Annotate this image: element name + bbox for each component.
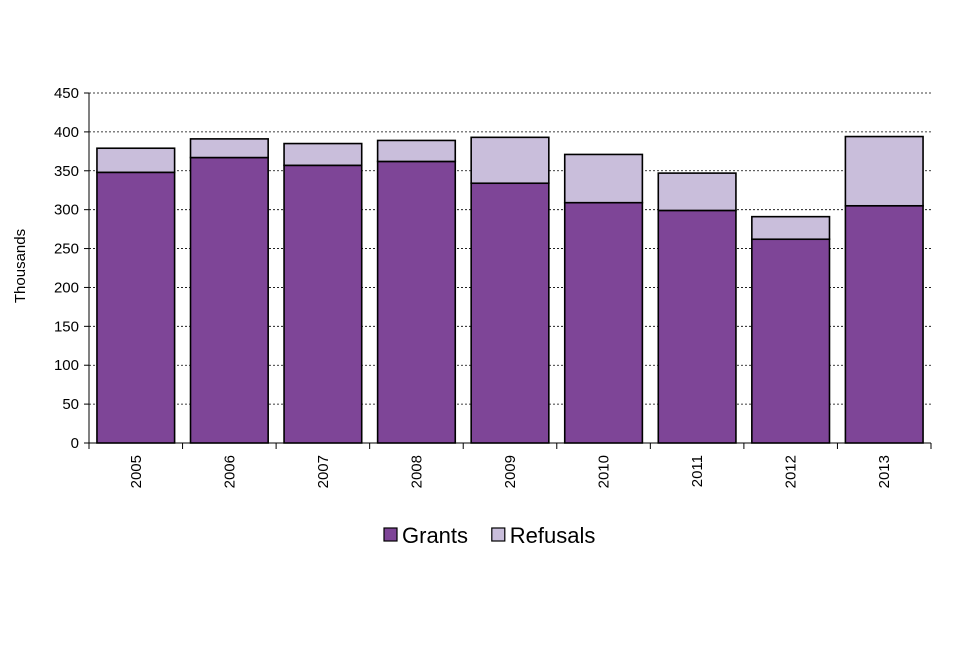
- legend-label-grants: Grants: [402, 523, 468, 548]
- x-tick-label: 2012: [783, 455, 800, 488]
- y-tick-label: 250: [54, 241, 79, 258]
- y-axis-title: Thousands: [12, 229, 29, 303]
- bar-grants: [470, 182, 550, 444]
- bar-grants: [283, 164, 363, 444]
- bar-grants: [96, 171, 176, 444]
- y-tick-label: 50: [62, 396, 79, 413]
- bar-refusals: [189, 138, 269, 159]
- bar-grants: [563, 201, 644, 444]
- x-tick-label: 2008: [408, 455, 425, 488]
- y-tick-label: 150: [54, 318, 79, 335]
- x-tick-label: 2009: [502, 455, 519, 488]
- x-tick-label: 2006: [221, 455, 238, 488]
- x-tick-label: 2011: [689, 455, 706, 487]
- y-tick-label: 200: [54, 279, 79, 296]
- y-tick-label: 300: [54, 202, 79, 219]
- bar-refusals: [376, 139, 457, 163]
- bar-refusals: [657, 172, 737, 212]
- bar-refusals: [470, 136, 550, 185]
- legend-swatch-refusals: [491, 527, 506, 542]
- bar-refusals: [563, 153, 644, 204]
- y-tick-label: 350: [54, 163, 79, 180]
- bar-grants: [189, 156, 269, 444]
- y-tick-label: 0: [71, 435, 79, 452]
- bar-grants: [657, 209, 737, 444]
- legend-swatch-grants: [383, 527, 398, 542]
- bar-refusals: [96, 147, 176, 174]
- y-tick-label: 450: [54, 85, 79, 102]
- legend: Grants Refusals: [383, 523, 596, 548]
- x-tick-label: 2010: [596, 455, 613, 488]
- y-tick-label: 100: [54, 357, 79, 374]
- x-tick-label: 2005: [128, 455, 145, 488]
- bar-grants: [751, 238, 831, 444]
- x-tick-label: 2013: [876, 455, 893, 488]
- legend-label-refusals: Refusals: [510, 523, 596, 548]
- bar-grants: [844, 204, 924, 444]
- bar-refusals: [283, 142, 363, 167]
- bars: [96, 135, 924, 444]
- x-tick-label: 2007: [315, 455, 332, 488]
- axes: 0 50 100 150 200 250 300 350 400 450 2005 2006 2007 2…: [54, 85, 932, 488]
- bar-refusals: [751, 215, 831, 241]
- bar-refusals: [844, 135, 924, 207]
- bar-grants: [376, 160, 457, 444]
- y-tick-label: 400: [54, 124, 79, 141]
